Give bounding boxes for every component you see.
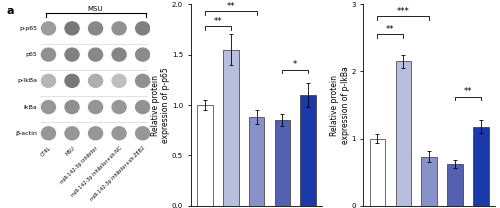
Text: *: *	[293, 60, 298, 69]
Bar	[223, 50, 238, 206]
Ellipse shape	[40, 100, 56, 114]
Bar	[370, 139, 385, 206]
Ellipse shape	[64, 47, 80, 62]
Ellipse shape	[88, 100, 104, 114]
Text: p-p65: p-p65	[19, 26, 37, 31]
Ellipse shape	[135, 47, 150, 62]
Text: miR-142-3p inhibitor+sh-NC: miR-142-3p inhibitor+sh-NC	[70, 145, 122, 198]
Text: β-actin: β-actin	[15, 131, 37, 136]
Ellipse shape	[64, 100, 80, 114]
Text: IkBa: IkBa	[23, 105, 37, 110]
Ellipse shape	[112, 126, 127, 140]
Text: **: **	[214, 17, 222, 26]
Text: MSU: MSU	[64, 145, 76, 157]
Bar	[473, 126, 488, 206]
Text: CTRL: CTRL	[40, 145, 52, 158]
Bar	[249, 117, 264, 206]
Bar	[447, 164, 462, 206]
Ellipse shape	[88, 74, 104, 88]
Bar	[396, 61, 411, 206]
Ellipse shape	[112, 47, 127, 62]
Ellipse shape	[135, 21, 150, 36]
Ellipse shape	[112, 100, 127, 114]
Text: ***: ***	[397, 7, 409, 16]
Ellipse shape	[88, 47, 104, 62]
Bar	[197, 105, 212, 206]
Ellipse shape	[135, 100, 150, 114]
Text: c: c	[321, 0, 328, 2]
Text: p65: p65	[25, 52, 37, 57]
Ellipse shape	[135, 74, 150, 88]
Bar	[274, 120, 290, 206]
Text: miR-142-3p inhibitor+sh-ZEB2: miR-142-3p inhibitor+sh-ZEB2	[90, 145, 146, 202]
Text: MSU: MSU	[88, 6, 104, 12]
Text: b: b	[148, 0, 156, 2]
Y-axis label: Relative protein
expression of p-IkBa: Relative protein expression of p-IkBa	[330, 66, 350, 144]
Text: **: **	[226, 2, 235, 11]
Ellipse shape	[64, 21, 80, 36]
Ellipse shape	[40, 74, 56, 88]
Ellipse shape	[64, 126, 80, 140]
Ellipse shape	[40, 21, 56, 36]
Ellipse shape	[135, 126, 150, 140]
Text: **: **	[464, 87, 472, 96]
Ellipse shape	[112, 74, 127, 88]
Ellipse shape	[88, 126, 104, 140]
Bar	[422, 157, 437, 206]
Text: **: **	[386, 25, 394, 34]
Text: p-IkBa: p-IkBa	[17, 78, 37, 83]
Text: miR-142-3p inhibitor: miR-142-3p inhibitor	[60, 145, 99, 185]
Ellipse shape	[112, 21, 127, 36]
Ellipse shape	[64, 74, 80, 88]
Ellipse shape	[40, 126, 56, 140]
Bar	[300, 95, 316, 206]
Ellipse shape	[40, 47, 56, 62]
Y-axis label: Relative protein
expression of p-p65: Relative protein expression of p-p65	[151, 67, 171, 143]
Text: a: a	[6, 6, 14, 16]
Ellipse shape	[88, 21, 104, 36]
